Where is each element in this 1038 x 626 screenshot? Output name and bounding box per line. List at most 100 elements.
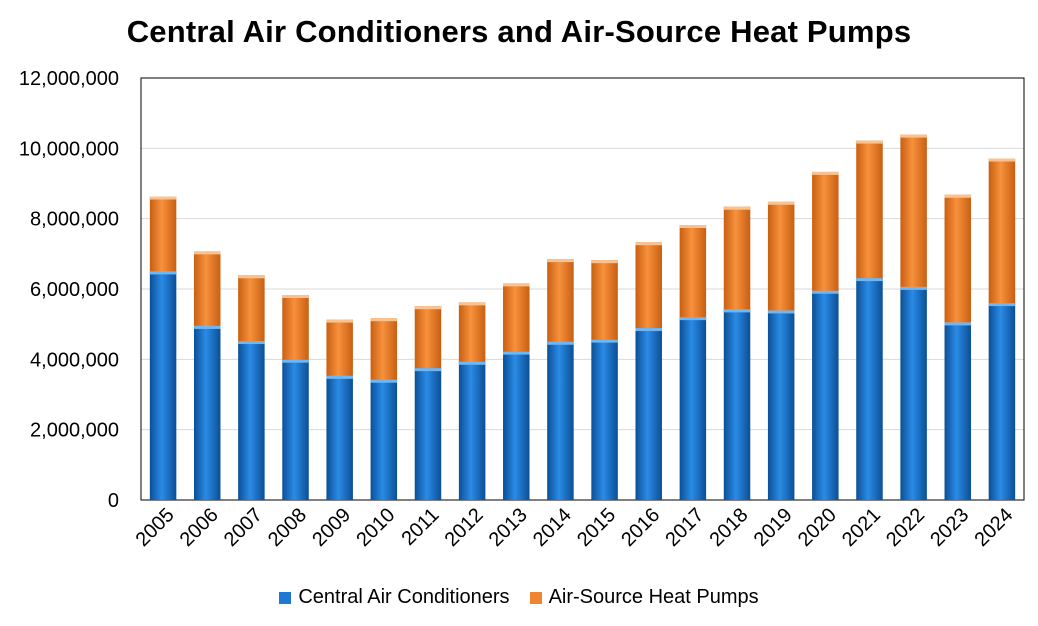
bar-cap-central-air-conditioners-2010: [370, 379, 398, 383]
bar-cap-air-source-heat-pumps-2014: [547, 259, 574, 263]
x-tick-label: 2005: [132, 504, 179, 551]
legend-swatch-central-air-conditioners: [279, 591, 292, 604]
bar-cap-air-source-heat-pumps-2017: [679, 224, 707, 228]
y-tick-label: 6,000,000: [30, 279, 119, 301]
bar-air-source-heat-pumps-2023: [944, 194, 972, 323]
y-tick-label: 10,000,000: [19, 138, 119, 160]
bar-central-air-conditioners-2013: [503, 351, 530, 500]
bar-central-air-conditioners-2019: [767, 310, 795, 500]
bar-air-source-heat-pumps-2007: [238, 275, 265, 342]
bar-cap-central-air-conditioners-2016: [635, 328, 662, 332]
x-tick-label: 2019: [750, 504, 797, 551]
bar-cap-air-source-heat-pumps-2010: [370, 318, 398, 322]
bar-cap-air-source-heat-pumps-2006: [193, 251, 221, 255]
bar-cap-air-source-heat-pumps-2005: [149, 196, 177, 200]
bar-central-air-conditioners-2005: [149, 271, 177, 500]
x-tick-label: 2023: [926, 504, 973, 551]
bar-cap-air-source-heat-pumps-2021: [856, 140, 883, 144]
legend-item-central-air-conditioners: Central Air Conditioners: [279, 586, 510, 609]
bar-air-source-heat-pumps-2020: [812, 171, 839, 291]
bar-central-air-conditioners-2018: [723, 309, 751, 500]
bars: [149, 134, 1016, 500]
bar-cap-central-air-conditioners-2019: [767, 310, 795, 314]
bar-air-source-heat-pumps-2013: [503, 283, 530, 352]
x-tick-label: 2020: [794, 504, 841, 551]
x-tick-label: 2021: [838, 504, 885, 551]
bar-air-source-heat-pumps-2005: [149, 196, 177, 272]
bar-cap-air-source-heat-pumps-2008: [282, 294, 309, 298]
bar-air-source-heat-pumps-2024: [988, 158, 1016, 304]
x-tick-label: 2006: [176, 504, 223, 551]
bar-central-air-conditioners-2007: [238, 341, 265, 500]
bar-cap-air-source-heat-pumps-2012: [458, 302, 486, 306]
bar-air-source-heat-pumps-2016: [635, 242, 662, 329]
gridlines: [141, 147, 1024, 431]
bar-air-source-heat-pumps-2019: [767, 201, 795, 311]
bar-cap-air-source-heat-pumps-2020: [812, 171, 839, 175]
bar-central-air-conditioners-2015: [591, 339, 618, 500]
bar-cap-central-air-conditioners-2014: [547, 341, 574, 345]
bar-cap-central-air-conditioners-2005: [149, 271, 177, 275]
x-axis-ticks: 2005200620072008200920102011201220132014…: [132, 504, 1018, 551]
bar-air-source-heat-pumps-2009: [326, 319, 353, 376]
bar-cap-air-source-heat-pumps-2016: [635, 242, 662, 246]
bar-air-source-heat-pumps-2010: [370, 318, 398, 380]
x-tick-label: 2007: [220, 504, 267, 551]
x-tick-label: 2010: [352, 504, 399, 551]
bar-air-source-heat-pumps-2012: [458, 302, 486, 362]
bar-air-source-heat-pumps-2008: [282, 294, 309, 360]
bar-central-air-conditioners-2006: [193, 325, 221, 500]
bar-central-air-conditioners-2017: [679, 317, 707, 500]
y-tick-label: 0: [108, 490, 119, 512]
bar-air-source-heat-pumps-2014: [547, 259, 574, 342]
bar-central-air-conditioners-2021: [856, 278, 883, 500]
legend-label-air-source-heat-pumps: Air-Source Heat Pumps: [548, 586, 759, 608]
y-tick-label: 8,000,000: [30, 209, 119, 231]
bar-cap-central-air-conditioners-2013: [503, 351, 530, 355]
bar-cap-air-source-heat-pumps-2009: [326, 319, 353, 323]
chart-title: Central Air Conditioners and Air-Source …: [126, 14, 912, 49]
bar-cap-central-air-conditioners-2024: [988, 303, 1016, 307]
bar-cap-central-air-conditioners-2006: [193, 325, 221, 329]
bar-central-air-conditioners-2023: [944, 322, 972, 500]
bar-cap-central-air-conditioners-2017: [679, 317, 707, 321]
x-tick-label: 2016: [617, 504, 664, 551]
x-tick-label: 2009: [308, 504, 355, 551]
y-tick-label: 4,000,000: [30, 349, 119, 371]
bar-central-air-conditioners-2010: [370, 379, 398, 500]
legend-swatch-air-source-heat-pumps: [529, 591, 542, 604]
bar-cap-air-source-heat-pumps-2015: [591, 260, 618, 264]
legend-label-central-air-conditioners: Central Air Conditioners: [298, 586, 510, 608]
bar-cap-central-air-conditioners-2011: [414, 368, 442, 372]
y-axis-ticks: 0 2,000,000 4,000,000 6,000,000 8,000,000 10,…: [19, 68, 119, 512]
bar-cap-air-source-heat-pumps-2019: [767, 201, 795, 205]
bar-cap-air-source-heat-pumps-2024: [988, 158, 1016, 162]
y-tick-label: 2,000,000: [30, 420, 119, 442]
legend: Central Air Conditioners Air-Source Heat…: [0, 586, 1038, 609]
bar-central-air-conditioners-2024: [988, 303, 1016, 500]
bar-central-air-conditioners-2008: [282, 359, 309, 500]
bar-air-source-heat-pumps-2015: [591, 260, 618, 340]
bar-cap-central-air-conditioners-2023: [944, 322, 972, 326]
x-tick-label: 2017: [661, 504, 708, 551]
bar-central-air-conditioners-2009: [326, 375, 353, 500]
bar-cap-central-air-conditioners-2007: [238, 341, 265, 345]
bar-air-source-heat-pumps-2022: [900, 134, 927, 287]
bar-cap-central-air-conditioners-2021: [856, 278, 883, 282]
bar-cap-air-source-heat-pumps-2023: [944, 194, 972, 198]
plot-area-frame: [140, 77, 1025, 501]
bar-cap-central-air-conditioners-2022: [900, 286, 927, 290]
bar-cap-air-source-heat-pumps-2013: [503, 283, 530, 287]
bar-cap-central-air-conditioners-2009: [326, 375, 353, 379]
bar-central-air-conditioners-2020: [812, 290, 839, 500]
x-tick-label: 2012: [441, 504, 488, 551]
bar-cap-central-air-conditioners-2008: [282, 359, 309, 363]
x-tick-label: 2011: [398, 504, 444, 550]
x-tick-label: 2008: [264, 504, 311, 551]
bar-cap-central-air-conditioners-2015: [591, 339, 618, 343]
bar-air-source-heat-pumps-2017: [679, 224, 707, 318]
bar-cap-central-air-conditioners-2018: [723, 309, 751, 313]
bar-central-air-conditioners-2011: [414, 368, 442, 500]
x-tick-label: 2013: [485, 504, 532, 551]
bar-air-source-heat-pumps-2006: [193, 251, 221, 326]
